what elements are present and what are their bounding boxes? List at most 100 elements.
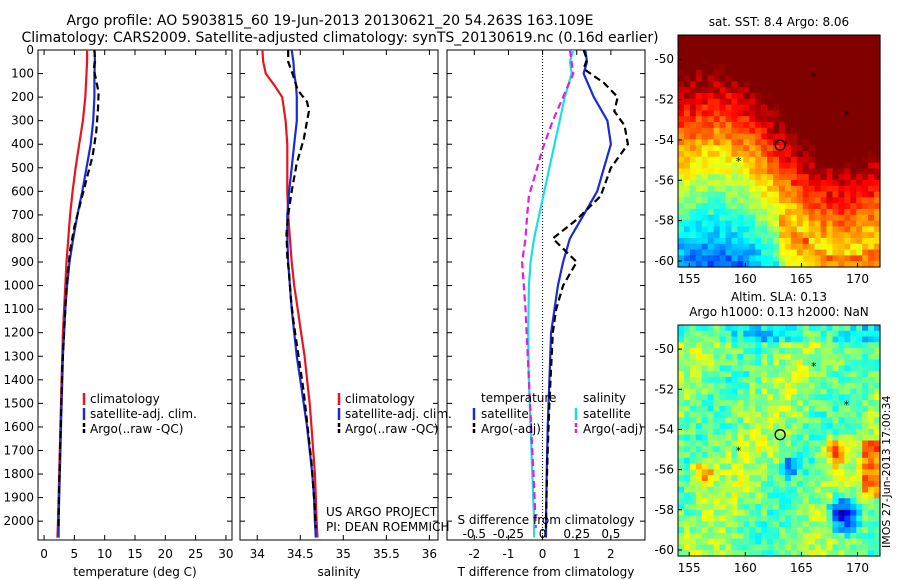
heatmap-cell: [826, 214, 834, 222]
heatmap-cell: [767, 521, 774, 528]
heatmap-cell: [844, 521, 851, 528]
heatmap-cell: [868, 64, 875, 71]
secondary-tick-label: -0.25: [493, 527, 524, 541]
heatmap-cell: [761, 394, 768, 401]
heatmap-cell: [868, 376, 875, 384]
heatmap-cell: [874, 249, 881, 256]
heatmap-cell: [749, 197, 756, 204]
heatmap-cell: [695, 330, 703, 338]
series-line-satellite: [544, 49, 612, 538]
heatmap-cell: [796, 446, 804, 453]
heatmap-cell: [719, 382, 727, 390]
heatmap-cell: [767, 238, 774, 245]
heatmap-cell: [689, 544, 697, 551]
heatmap-cell: [814, 46, 822, 53]
heatmap-cell: [820, 452, 828, 459]
heatmap-cell: [713, 492, 721, 499]
heatmap-cell: [755, 336, 762, 343]
heatmap-cell: [862, 463, 869, 470]
heatmap-cell: [761, 156, 768, 164]
heatmap-cell: [808, 98, 816, 106]
heatmap-cell: [707, 452, 715, 459]
heatmap-cell: [678, 139, 685, 146]
heatmap-cell: [790, 405, 798, 413]
heatmap-cell: [713, 365, 721, 372]
heatmap-cell: [678, 388, 685, 395]
heatmap-cell: [814, 475, 822, 482]
heatmap-cell: [802, 457, 810, 465]
heatmap-cell: [856, 353, 863, 361]
heatmap-cell: [707, 446, 715, 453]
heatmap-cell: [701, 365, 709, 372]
heatmap-cell: [826, 544, 834, 551]
heatmap-cell: [850, 87, 857, 94]
heatmap-cell: [790, 232, 798, 239]
heatmap-cell: [737, 423, 744, 430]
heatmap-cell: [826, 156, 834, 164]
heatmap-cell: [790, 214, 798, 222]
heatmap-cell: [743, 116, 750, 123]
heatmap-cell: [731, 532, 739, 540]
heatmap-cell: [802, 382, 810, 390]
heatmap-cell: [820, 139, 828, 146]
heatmap-cell: [838, 238, 845, 245]
heatmap-cell: [838, 394, 845, 401]
heatmap-cell: [832, 191, 840, 198]
heatmap-cell: [773, 35, 780, 42]
map-frame: [677, 34, 881, 268]
heatmap-cell: [701, 243, 709, 251]
x-tick-label: 25: [188, 547, 203, 561]
heatmap-cell: [713, 463, 721, 470]
heatmap-cell: [838, 452, 845, 459]
heatmap-cell: [862, 69, 869, 77]
heatmap-cell: [868, 151, 875, 158]
heatmap-cell: [820, 249, 828, 256]
heatmap-cell: [790, 174, 798, 181]
heatmap-cell: [737, 428, 744, 436]
heatmap-cell: [779, 411, 786, 419]
heatmap-cell: [749, 423, 756, 430]
heatmap-cell: [779, 75, 786, 82]
heatmap-cell: [743, 532, 750, 540]
heatmap-cell: [779, 538, 786, 546]
heatmap-cell: [802, 469, 810, 476]
heatmap-cell: [826, 440, 834, 447]
heatmap-cell: [826, 174, 834, 181]
heatmap-cell: [755, 371, 762, 378]
heatmap-cell: [779, 544, 786, 551]
heatmap-cell: [719, 544, 727, 551]
heatmap-cell: [707, 394, 715, 401]
heatmap-cell: [689, 515, 697, 522]
heatmap-cell: [731, 145, 739, 152]
heatmap-cell: [808, 139, 816, 146]
heatmap-cell: [808, 423, 816, 430]
heatmap-cell: [856, 336, 863, 343]
heatmap-cell: [767, 405, 774, 413]
heatmap-cell: [773, 538, 780, 546]
heatmap-cell: [826, 475, 834, 482]
heatmap-cell: [678, 515, 685, 522]
heatmap-cell: [856, 486, 863, 494]
heatmap-cell: [755, 249, 762, 256]
heatmap-cell: [695, 538, 703, 546]
heatmap-cell: [689, 180, 697, 187]
heatmap-cell: [719, 480, 727, 488]
heatmap-cell: [850, 325, 857, 332]
heatmap-cell: [713, 133, 721, 140]
heatmap-cell: [790, 515, 798, 522]
heatmap-cell: [761, 504, 768, 511]
heatmap-cell: [838, 203, 845, 210]
heatmap-cell: [796, 238, 804, 245]
heatmap-cell: [725, 255, 733, 262]
heatmap-cell: [725, 168, 733, 175]
heatmap-cell: [683, 122, 691, 129]
heatmap-cell: [701, 52, 709, 59]
heatmap-cell: [678, 174, 685, 181]
heatmap-cell: [773, 133, 780, 140]
heatmap-cell: [802, 452, 810, 459]
heatmap-cell: [761, 133, 768, 140]
heatmap-cell: [796, 498, 804, 505]
heatmap-cell: [838, 480, 845, 488]
heatmap-cell: [725, 139, 733, 146]
heatmap-cell: [832, 336, 840, 343]
